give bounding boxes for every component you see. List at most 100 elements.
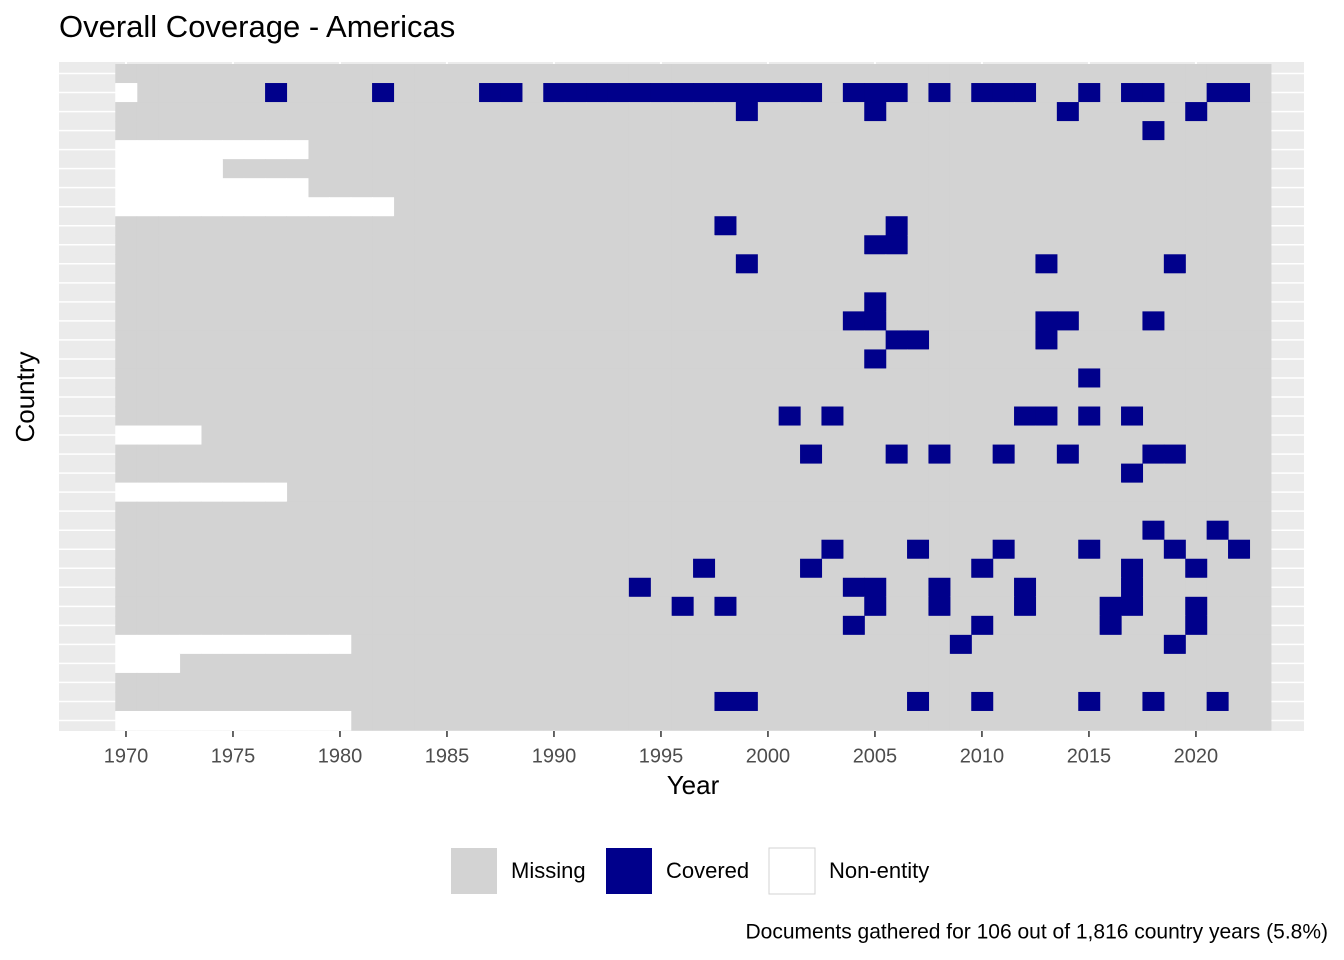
missing-tile — [564, 349, 587, 370]
missing-tile — [1099, 349, 1122, 370]
missing-tile — [1121, 425, 1144, 446]
missing-tile — [1121, 349, 1144, 370]
missing-tile — [757, 311, 780, 331]
missing-tile — [1142, 482, 1165, 503]
missing-tile — [907, 273, 930, 293]
missing-tile — [564, 596, 587, 617]
covered-tile — [928, 83, 951, 103]
missing-tile — [543, 121, 566, 141]
missing-tile — [222, 330, 245, 351]
missing-tile — [414, 349, 437, 370]
missing-tile — [115, 558, 138, 579]
missing-tile — [350, 83, 373, 103]
missing-tile — [500, 710, 523, 731]
missing-tile — [1014, 653, 1037, 674]
missing-tile — [1163, 501, 1186, 522]
missing-tile — [693, 406, 716, 427]
missing-tile — [457, 349, 480, 370]
missing-tile — [1099, 558, 1122, 579]
non-entity-tile — [329, 197, 352, 217]
missing-tile — [714, 387, 737, 408]
missing-tile — [650, 482, 673, 503]
missing-tile — [1185, 691, 1208, 712]
missing-tile — [158, 254, 181, 274]
missing-tile — [1142, 140, 1165, 160]
missing-tile — [393, 102, 416, 122]
non-entity-tile — [158, 197, 181, 217]
missing-tile — [1228, 406, 1251, 427]
missing-tile — [693, 653, 716, 674]
missing-tile — [949, 349, 972, 370]
missing-tile — [607, 178, 630, 198]
missing-tile — [350, 425, 373, 446]
missing-tile — [800, 178, 823, 198]
missing-tile — [564, 615, 587, 636]
missing-tile — [500, 615, 523, 636]
missing-tile — [372, 273, 395, 293]
missing-tile — [372, 178, 395, 198]
missing-tile — [1056, 425, 1079, 446]
missing-tile — [1228, 102, 1251, 122]
missing-tile — [671, 64, 694, 84]
missing-tile — [136, 387, 159, 408]
missing-tile — [564, 235, 587, 255]
missing-tile — [586, 121, 609, 141]
missing-tile — [971, 596, 994, 617]
non-entity-tile — [158, 653, 181, 674]
missing-tile — [1035, 140, 1058, 160]
missing-tile — [1056, 330, 1079, 351]
missing-tile — [457, 273, 480, 293]
missing-tile — [735, 463, 758, 484]
missing-tile — [842, 710, 865, 731]
missing-tile — [821, 596, 844, 617]
missing-tile — [1185, 577, 1208, 598]
missing-tile — [821, 710, 844, 731]
missing-tile — [500, 368, 523, 389]
missing-tile — [586, 539, 609, 560]
missing-tile — [200, 520, 223, 541]
missing-tile — [864, 121, 887, 141]
missing-tile — [1078, 501, 1101, 522]
missing-tile — [414, 672, 437, 693]
non-entity-tile — [115, 197, 138, 217]
missing-tile — [479, 197, 502, 217]
missing-tile — [329, 425, 352, 446]
missing-tile — [500, 311, 523, 331]
missing-tile — [907, 159, 930, 179]
missing-tile — [907, 311, 930, 331]
missing-tile — [693, 254, 716, 274]
missing-tile — [971, 273, 994, 293]
missing-tile — [778, 368, 801, 389]
missing-tile — [286, 653, 309, 674]
missing-tile — [479, 539, 502, 560]
missing-tile — [971, 463, 994, 484]
missing-tile — [372, 615, 395, 636]
missing-tile — [1249, 178, 1272, 198]
missing-tile — [864, 254, 887, 274]
missing-tile — [864, 444, 887, 465]
missing-tile — [350, 216, 373, 236]
missing-tile — [350, 577, 373, 598]
covered-tile — [800, 444, 823, 465]
missing-tile — [778, 463, 801, 484]
missing-tile — [650, 672, 673, 693]
missing-tile — [136, 102, 159, 122]
missing-tile — [115, 539, 138, 560]
missing-tile — [607, 539, 630, 560]
missing-tile — [1185, 83, 1208, 103]
missing-tile — [500, 653, 523, 674]
non-entity-tile — [372, 197, 395, 217]
missing-tile — [1078, 102, 1101, 122]
missing-tile — [500, 691, 523, 712]
missing-tile — [928, 615, 951, 636]
missing-tile — [1185, 406, 1208, 427]
missing-tile — [1206, 102, 1229, 122]
missing-tile — [350, 273, 373, 293]
missing-tile — [158, 406, 181, 427]
legend-label: Covered — [666, 858, 749, 883]
missing-tile — [735, 596, 758, 617]
missing-tile — [1099, 406, 1122, 427]
missing-tile — [928, 292, 951, 312]
missing-tile — [543, 520, 566, 541]
missing-tile — [222, 653, 245, 674]
